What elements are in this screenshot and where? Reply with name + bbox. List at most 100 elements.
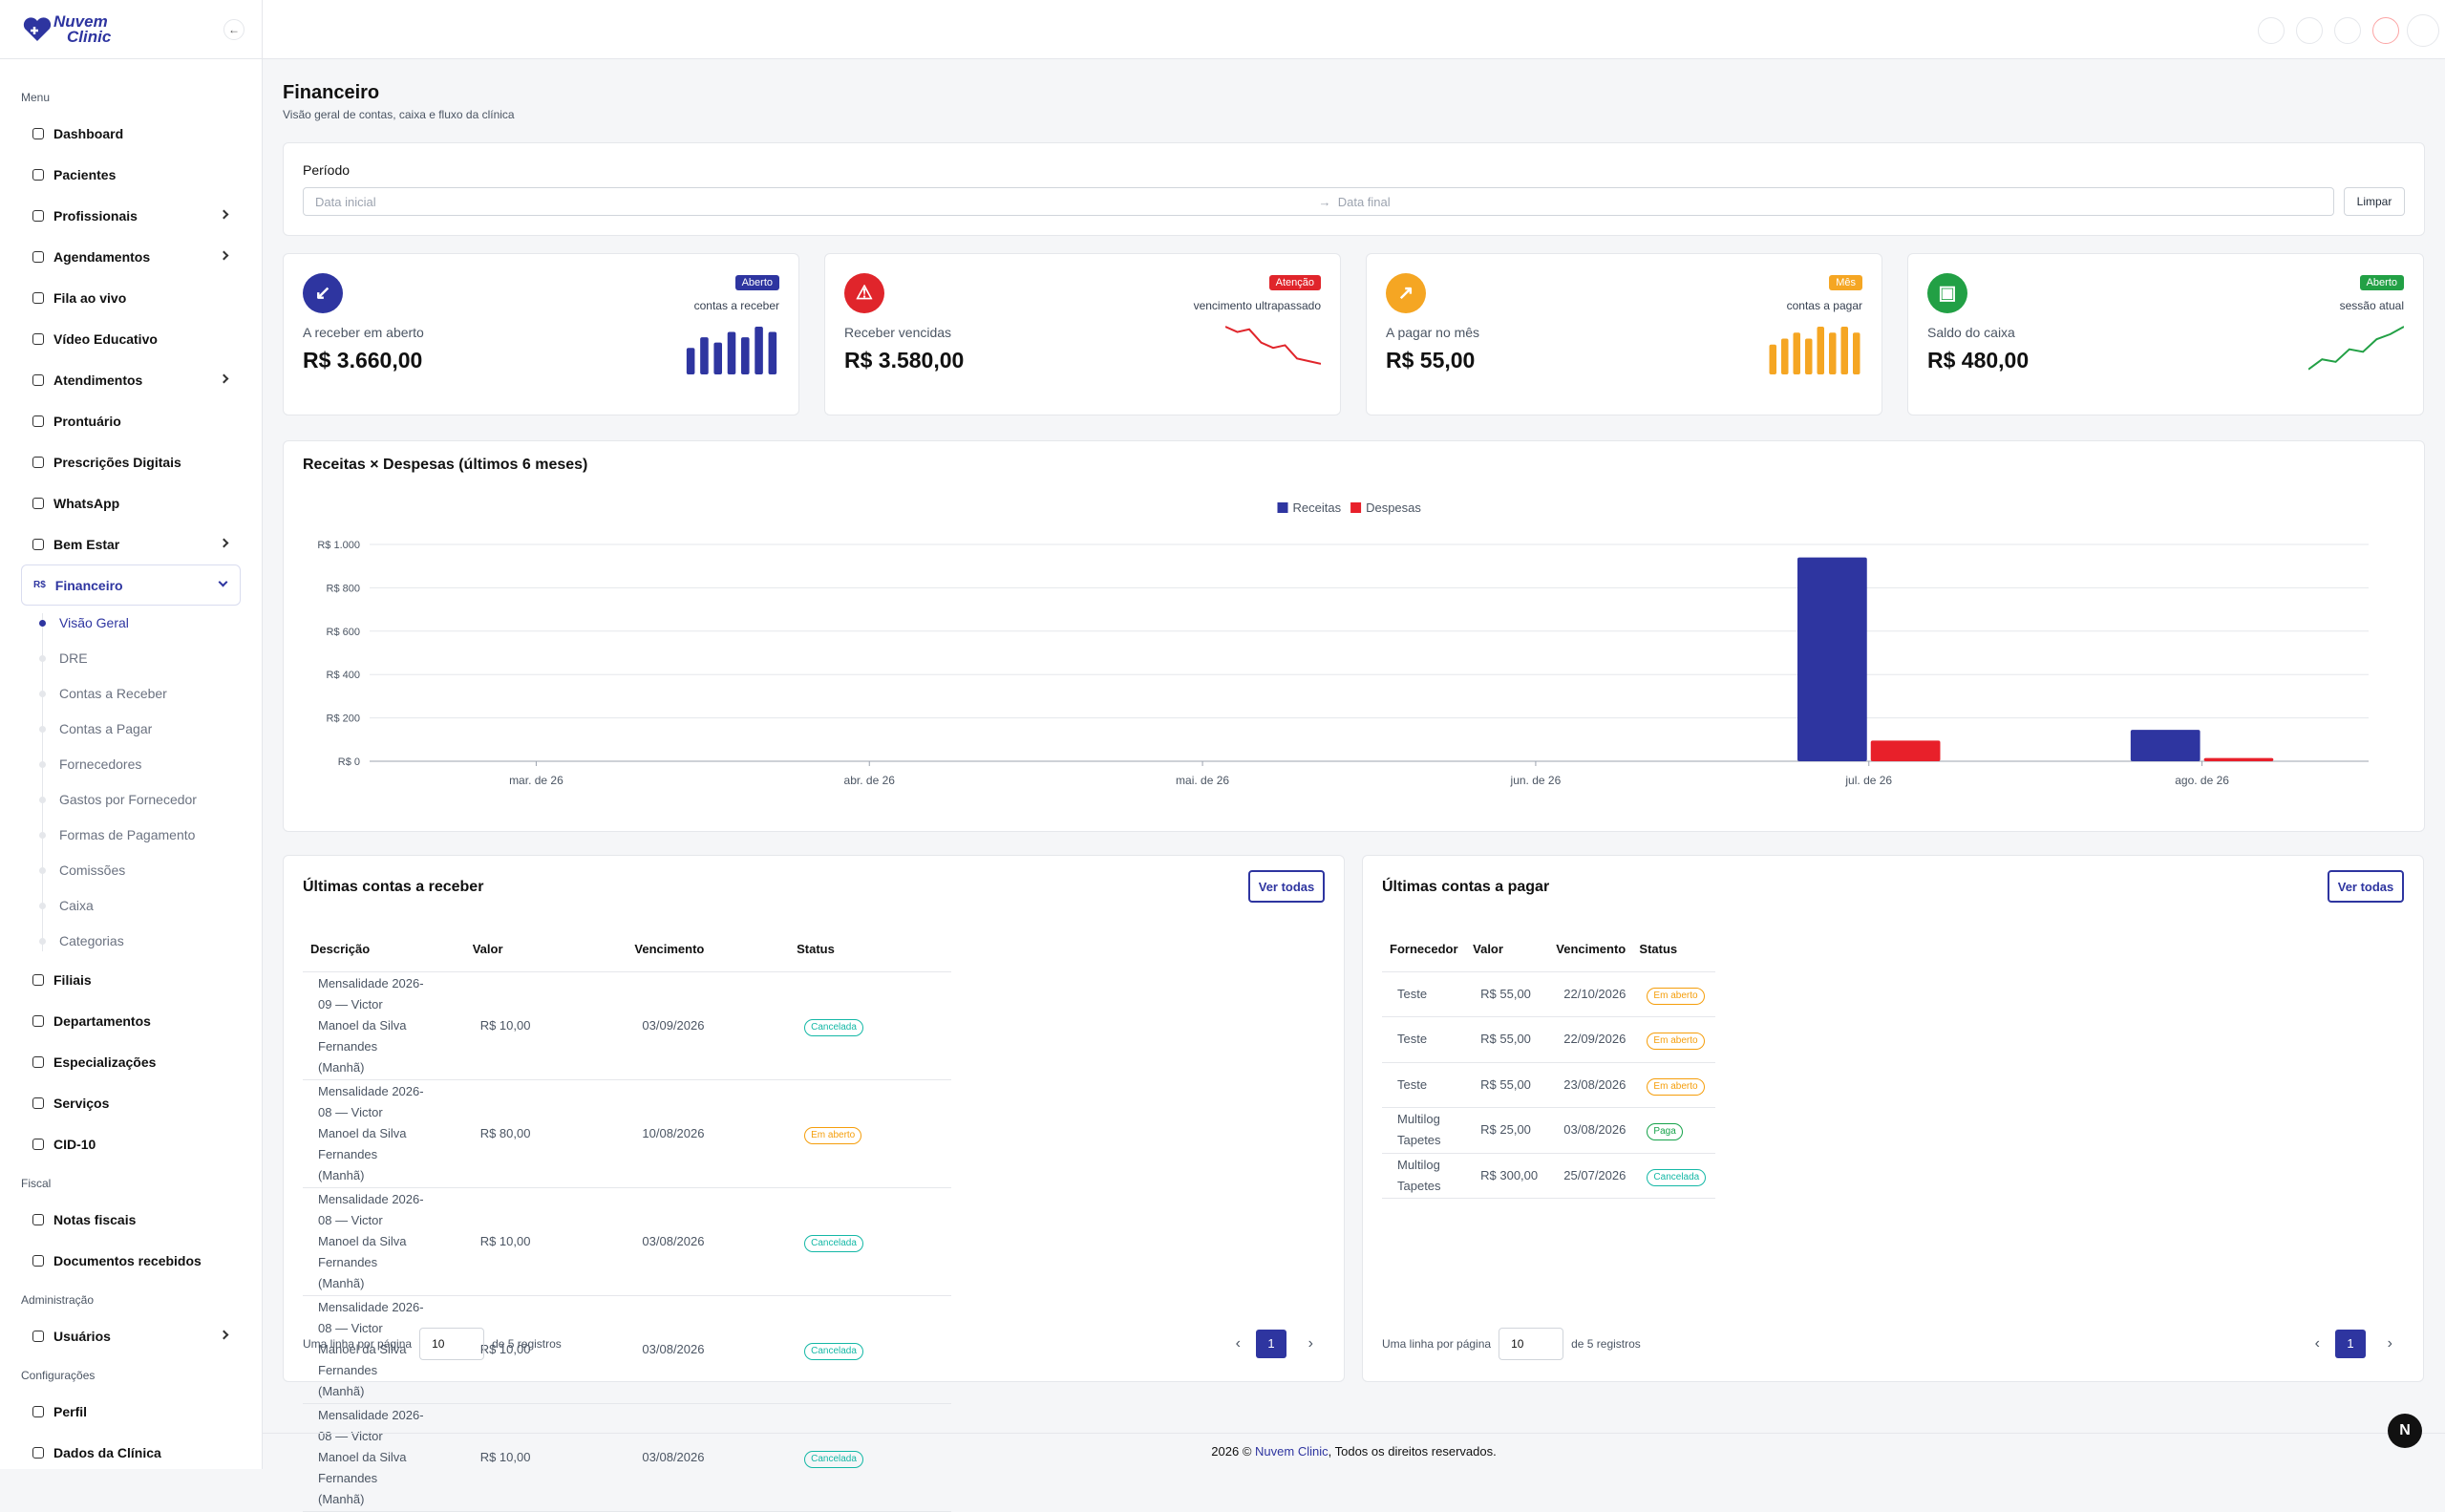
menu-label: Filiais xyxy=(53,971,92,988)
menu-item[interactable]: Especializações xyxy=(21,1041,241,1082)
menu-item[interactable]: Prescrições Digitais xyxy=(21,441,241,482)
menu-label: Usuários xyxy=(53,1328,111,1344)
avatar[interactable] xyxy=(2407,14,2439,47)
menu-item[interactable]: Prontuário xyxy=(21,400,241,441)
pager: Uma linha por página 10 de 5 registros ‹ 1 › xyxy=(303,1328,1325,1360)
calendar-button[interactable] xyxy=(2258,17,2285,44)
status-cell: Paga xyxy=(1631,1107,1715,1154)
footer-link[interactable]: Nuvem Clinic xyxy=(1255,1444,1329,1459)
menu-icon xyxy=(32,1097,44,1109)
menu-item[interactable]: Agendamentos xyxy=(21,236,241,277)
cell: Mensalidade 2026-08 — Victor Manoel da S… xyxy=(303,1079,465,1188)
per-page-select[interactable]: 10 xyxy=(1499,1328,1564,1360)
page-subtitle: Visão geral de contas, caixa e fluxo da … xyxy=(283,108,515,121)
spark-bar xyxy=(741,337,750,374)
y-tick-label: R$ 400 xyxy=(327,670,360,681)
menu-item[interactable]: Profissionais xyxy=(21,195,241,236)
kpi-badge: Mês xyxy=(1829,275,1862,290)
view-all-button[interactable]: Ver todas xyxy=(1248,870,1325,903)
menu-item[interactable]: Dashboard xyxy=(21,113,241,154)
bar xyxy=(1870,740,1941,761)
date-range[interactable]: Data inicial → Data final xyxy=(303,187,2334,216)
footer: 2026 © Nuvem Clinic, Todos os direitos r… xyxy=(263,1433,2445,1469)
menu-item[interactable]: Bem Estar xyxy=(21,523,241,564)
menu-label: Vídeo Educativo xyxy=(53,330,158,347)
status-pill: Em aberto xyxy=(1647,1033,1705,1051)
menu-label: Notas fiscais xyxy=(53,1211,137,1227)
table-row: Multilog Tapetes R$ 300,00 25/07/2026 Cance… xyxy=(1382,1153,1715,1199)
menu-item[interactable]: Usuários xyxy=(21,1315,241,1356)
legend-swatch xyxy=(1277,502,1288,513)
spark-bar xyxy=(1817,327,1824,374)
current-page[interactable]: 1 xyxy=(2335,1330,2366,1358)
section-title: Administração xyxy=(21,1293,95,1307)
submenu-item[interactable]: DRE xyxy=(39,641,241,676)
kpi-label: Receber vencidas xyxy=(844,325,952,340)
kpi-card: ⚠ Receber vencidas R$ 3.580,00 Atenção venci… xyxy=(824,253,1341,415)
notifications-button[interactable] xyxy=(2372,17,2399,44)
spark-bar xyxy=(768,331,777,374)
cell: R$ 55,00 xyxy=(1465,1062,1549,1108)
kpi-value: R$ 55,00 xyxy=(1386,348,1476,373)
menu-item[interactable]: Serviços xyxy=(21,1082,241,1123)
menu-icon xyxy=(32,1014,44,1027)
menu-item[interactable]: R$ Financeiro xyxy=(21,564,241,606)
menu-item[interactable]: Pacientes xyxy=(21,154,241,195)
submenu-item[interactable]: Visão Geral xyxy=(39,606,241,641)
section-title: Menu xyxy=(21,91,51,104)
clear-button[interactable]: Limpar xyxy=(2344,187,2405,216)
legend-label: Despesas xyxy=(1366,500,1421,515)
submenu-item[interactable]: Formas de Pagamento xyxy=(39,818,241,853)
menu-label: Financeiro xyxy=(54,577,123,593)
menu-item[interactable]: Vídeo Educativo xyxy=(21,318,241,359)
spark-bar xyxy=(686,348,695,374)
spark-bar xyxy=(727,331,736,374)
kpi-icon: ↗ xyxy=(1386,273,1426,313)
prev-page[interactable]: ‹ xyxy=(2314,1335,2320,1352)
menu-item[interactable]: Dados da Clínica xyxy=(21,1432,241,1473)
menu-item[interactable]: Perfil xyxy=(21,1391,241,1432)
table-title: Últimas contas a receber xyxy=(303,879,484,895)
menu-item[interactable]: CID-10 xyxy=(21,1123,241,1164)
submenu-item[interactable]: Contas a Pagar xyxy=(39,712,241,747)
cell: R$ 300,00 xyxy=(1465,1153,1549,1199)
theme-button[interactable] xyxy=(2334,17,2361,44)
menu-item[interactable]: WhatsApp xyxy=(21,482,241,523)
submenu-item[interactable]: Comissões xyxy=(39,853,241,888)
submenu-item[interactable]: Categorias xyxy=(39,924,241,959)
table-title: Últimas contas a pagar xyxy=(1382,879,1550,895)
current-page[interactable]: 1 xyxy=(1256,1330,1286,1358)
next-page[interactable]: › xyxy=(2387,1335,2392,1352)
submenu-item[interactable]: Contas a Receber xyxy=(39,676,241,712)
prev-page[interactable]: ‹ xyxy=(1235,1335,1241,1352)
cell: R$ 55,00 xyxy=(1465,971,1549,1017)
section-title: Fiscal xyxy=(21,1177,52,1190)
next-page[interactable]: › xyxy=(1308,1335,1313,1352)
settings-button[interactable] xyxy=(2296,17,2323,44)
kpi-value: R$ 3.660,00 xyxy=(303,348,423,373)
menu-item[interactable]: Notas fiscais xyxy=(21,1199,241,1240)
menu-item[interactable]: Filiais xyxy=(21,959,241,1000)
table-row: Multilog Tapetes R$ 25,00 03/08/2026 Paga xyxy=(1382,1107,1715,1154)
kpi-icon: ▣ xyxy=(1927,273,1967,313)
menu-icon xyxy=(32,538,44,550)
per-page-select[interactable]: 10 xyxy=(419,1328,485,1360)
status-cell: Em aberto xyxy=(1631,971,1715,1017)
submenu-item[interactable]: Caixa xyxy=(39,888,241,924)
submenu-item[interactable]: Fornecedores xyxy=(39,747,241,782)
menu-icon xyxy=(32,1213,44,1225)
kpi-label: A receber em aberto xyxy=(303,325,424,340)
menu-item[interactable]: Documentos recebidos xyxy=(21,1240,241,1281)
menu-item[interactable]: Atendimentos xyxy=(21,359,241,400)
menu-item[interactable]: Departamentos xyxy=(21,1000,241,1041)
collapse-button[interactable]: ← xyxy=(223,19,244,40)
sparkline xyxy=(1769,327,1860,374)
view-all-button[interactable]: Ver todas xyxy=(2328,870,2404,903)
menu-label: Fila ao vivo xyxy=(53,289,127,306)
chevron xyxy=(219,538,229,548)
submenu-item[interactable]: Gastos por Fornecedor xyxy=(39,782,241,818)
kpi-row: ↙ A receber em aberto R$ 3.660,00 Aberto con… xyxy=(283,253,2425,415)
menu-icon xyxy=(32,1138,44,1150)
menu-item[interactable]: Fila ao vivo xyxy=(21,277,241,318)
menu-label: Dados da Clínica xyxy=(53,1444,161,1460)
